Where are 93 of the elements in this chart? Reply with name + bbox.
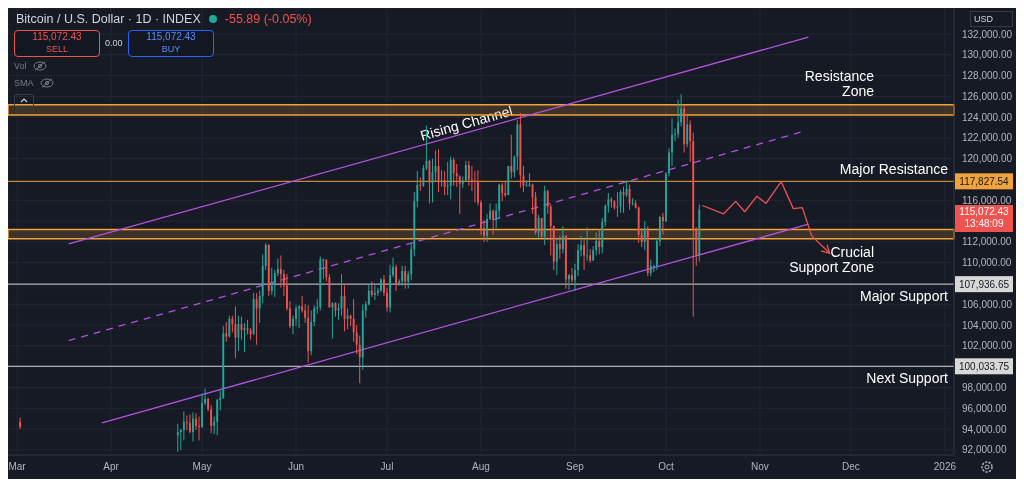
x-tick-label: May — [192, 461, 212, 473]
candlestick — [419, 176, 422, 192]
candlestick — [358, 334, 361, 384]
y-tick-label: 110,000.00 — [962, 257, 1012, 269]
band-label: Crucial Support Zone — [789, 243, 875, 275]
x-tick-label: Oct — [658, 461, 674, 473]
candlestick — [537, 214, 540, 239]
candlestick — [185, 415, 188, 431]
y-tick-label: 102,000.00 — [962, 340, 1013, 352]
candlestick — [677, 98, 680, 139]
ref-line-label: Next Support — [866, 370, 949, 387]
ref-line-label: Major Support — [860, 288, 949, 305]
candlestick — [474, 170, 476, 203]
annotation: 115,072.43 — [31, 31, 83, 43]
annotation: 115,072.43 — [145, 31, 197, 43]
candlestick — [440, 169, 443, 188]
candlestick — [19, 417, 22, 430]
text: 117,827.54 — [959, 176, 1010, 188]
candlestick — [234, 305, 237, 359]
x-tick-label: Mar — [8, 461, 27, 473]
candlestick — [661, 212, 664, 236]
candlestick — [225, 321, 228, 343]
y-tick-label: 92,000.00 — [962, 444, 1007, 456]
text: 100,033.75 — [958, 361, 1010, 373]
x-tick-label: Jun — [287, 461, 305, 473]
x-tick-label: Nov — [751, 461, 769, 473]
candlestick — [598, 228, 601, 255]
candlestick — [571, 267, 573, 283]
x-tick-label: Sep — [566, 461, 585, 473]
candlestick — [583, 239, 586, 271]
candlestick — [458, 174, 461, 215]
annotation: SMA — [14, 78, 34, 88]
y-tick-label: 94,000.00 — [962, 423, 1007, 435]
x-tick-label: Dec — [842, 461, 860, 473]
candlestick — [298, 304, 301, 329]
y-tick-label: 104,000.00 — [962, 319, 1013, 331]
annotation: BUY — [160, 43, 182, 55]
y-tick-label: 130,000.00 — [962, 49, 1013, 61]
x-tick-label: Aug — [472, 461, 490, 473]
candlestick — [216, 398, 219, 436]
candlestick — [176, 423, 179, 453]
y-tick-label: 120,000.00 — [962, 153, 1013, 165]
candlestick — [631, 197, 634, 207]
candlestick — [446, 161, 449, 196]
candlestick — [561, 225, 564, 254]
y-tick-label: 116,000.00 — [962, 194, 1012, 206]
text: 107,936.65 — [958, 279, 1010, 291]
candlestick — [237, 315, 240, 352]
annotation: 0.00 — [105, 38, 123, 48]
x-tick-label: Jul — [380, 461, 394, 473]
candlestick — [346, 307, 349, 330]
candlestick — [686, 115, 689, 148]
candlestick — [464, 160, 467, 183]
candlestick — [373, 285, 376, 301]
x-tick-label: Apr — [103, 461, 120, 473]
y-tick-label: 112,000.00 — [962, 236, 1012, 248]
y-tick-label: 106,000.00 — [962, 298, 1013, 310]
candlestick — [188, 413, 191, 434]
candlestick — [401, 265, 404, 287]
y-tick-label: 126,000.00 — [962, 90, 1013, 102]
text: USD — [970, 11, 1013, 27]
y-tick-label: 122,000.00 — [962, 132, 1013, 144]
y-tick-label: 96,000.00 — [962, 402, 1007, 414]
candlestick — [270, 267, 273, 296]
chart-title: Bitcoin / U.S. Dollar · 1D · INDEX — [16, 12, 201, 26]
band-label: Resistance Zone — [804, 67, 875, 99]
candlestick — [555, 237, 558, 276]
candlestick — [492, 209, 495, 236]
sell-button: 115,072.43 SELL — [14, 30, 100, 57]
annotation: Rising Channel — [418, 102, 515, 144]
candlestick — [452, 157, 455, 187]
y-tick-label: 124,000.00 — [962, 111, 1013, 123]
text: 13:48:09 — [963, 217, 1005, 230]
y-tick-label: 98,000.00 — [962, 381, 1007, 393]
candlestick — [558, 235, 561, 260]
candlestick — [628, 184, 631, 211]
y-tick-label: 132,000.00 — [962, 28, 1013, 40]
text: 115,072.43 — [958, 205, 1010, 218]
candlestick — [198, 416, 200, 441]
x-tick-label: 2026 — [933, 461, 957, 473]
candlestick — [567, 273, 570, 291]
candlestick — [380, 277, 382, 293]
ref-line-label: Major Resistance — [839, 161, 949, 178]
candlestick — [595, 232, 598, 256]
buy-button: 115,072.43 BUY — [128, 30, 214, 57]
annotation: Vol — [14, 61, 27, 71]
annotation: -55.89 (-0.05%) — [224, 12, 312, 26]
candlestick — [182, 410, 185, 441]
candlestick — [192, 411, 194, 442]
candlestick — [467, 160, 470, 187]
candlestick — [422, 164, 425, 188]
y-tick-label: 128,000.00 — [962, 70, 1013, 82]
annotation: SELL — [45, 43, 69, 55]
